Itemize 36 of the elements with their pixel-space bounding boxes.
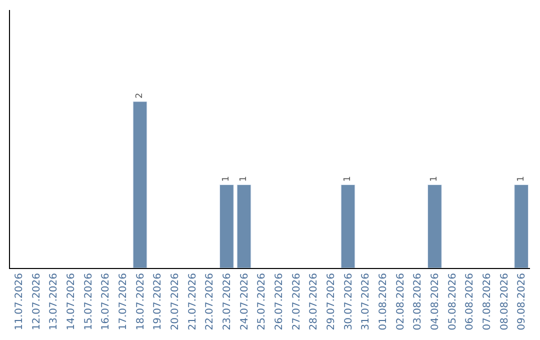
x-tick-label: 20.07.2026 <box>170 273 181 330</box>
x-tick-label: 03.08.2026 <box>412 273 424 330</box>
data-label: 1 <box>430 176 440 182</box>
x-tick-label: 02.08.2026 <box>395 273 406 330</box>
x-tick-label: 08.08.2026 <box>499 273 510 330</box>
x-tick-label: 30.07.2026 <box>343 273 354 330</box>
x-tick-label: 28.07.2026 <box>308 273 320 330</box>
x-tick-label: 18.07.2026 <box>135 273 146 330</box>
data-label: 1 <box>222 176 232 182</box>
x-tick-label: 29.07.2026 <box>326 273 337 330</box>
x-tick-label: 09.08.2026 <box>516 273 528 330</box>
x-tick-label: 24.07.2026 <box>239 273 250 330</box>
x-tick-label: 13.07.2026 <box>48 273 60 330</box>
data-label: 1 <box>239 176 249 182</box>
x-tick-label: 25.07.2026 <box>256 273 268 330</box>
x-tick-label: 27.07.2026 <box>291 273 302 330</box>
x-tick-label: 21.07.2026 <box>187 273 198 330</box>
x-tick-label: 31.07.2026 <box>360 273 372 330</box>
x-tick-label: 12.07.2026 <box>31 273 42 330</box>
x-tick-label: 22.07.2026 <box>204 273 216 330</box>
x-tick-label: 15.07.2026 <box>83 273 94 330</box>
x-tick-label: 01.08.2026 <box>378 273 389 330</box>
data-label: 1 <box>343 176 353 182</box>
data-label: 2 <box>135 92 145 99</box>
x-tick-label: 11.07.2026 <box>14 273 25 330</box>
x-tick-label: 06.08.2026 <box>464 273 476 330</box>
x-tick-label: 07.08.2026 <box>482 273 493 330</box>
x-tick-label: 05.08.2026 <box>447 273 458 330</box>
x-tick-label: 23.07.2026 <box>222 273 233 330</box>
x-tick-label: 14.07.2026 <box>66 273 77 330</box>
x-tick-label: 26.07.2026 <box>274 273 285 330</box>
x-tick-label: 04.08.2026 <box>430 273 441 330</box>
data-label: 1 <box>516 176 526 182</box>
x-tick-label: 16.07.2026 <box>100 273 112 330</box>
x-tick-label: 17.07.2026 <box>118 273 129 330</box>
x-tick-label: 19.07.2026 <box>152 273 164 330</box>
